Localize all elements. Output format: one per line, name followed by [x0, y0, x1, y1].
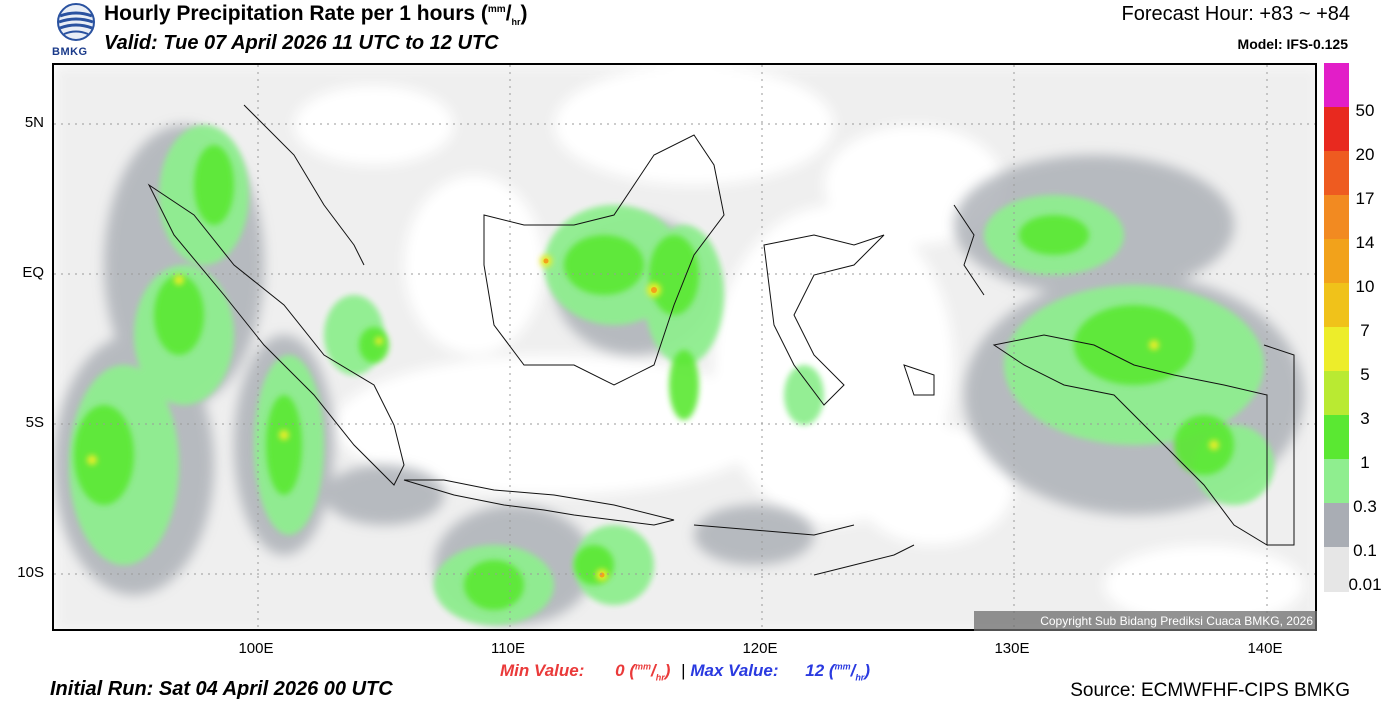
colorbar-label: 0.1 — [1353, 541, 1377, 560]
initial-run: Initial Run: Sat 04 April 2026 00 UTC — [50, 678, 393, 700]
colorbar-segment — [1324, 459, 1349, 504]
min-label: Min Value: — [500, 661, 585, 680]
colorbar-segment — [1324, 503, 1349, 548]
colorbar-label: 50 — [1355, 101, 1375, 120]
colorbar-label: 17 — [1355, 189, 1375, 208]
separator: | — [681, 661, 686, 680]
colorbar-segment — [1324, 63, 1349, 108]
colorbar-segment — [1324, 239, 1349, 284]
colorbar — [1324, 63, 1349, 592]
colorbar-label: 10 — [1355, 277, 1375, 296]
min-max-values: Min Value: 0 (mm/hr) | Max Value: 12 (mm… — [500, 661, 870, 683]
colorbar-segment — [1324, 415, 1349, 460]
map-canvas — [54, 65, 1315, 629]
x-label-130e: 130E — [994, 640, 1030, 657]
colorbar-label: 5 — [1360, 365, 1370, 384]
colorbar-label: 0.3 — [1353, 497, 1377, 516]
x-label-120e: 120E — [742, 640, 778, 657]
colorbar-label: 1 — [1360, 453, 1370, 472]
logo-text: BMKG — [52, 46, 88, 58]
source-text: Source: ECMWFHF-CIPS BMKG — [1070, 680, 1350, 701]
precipitation-map — [52, 63, 1317, 631]
y-label-eq: EQ — [22, 264, 44, 281]
colorbar-segment — [1324, 547, 1349, 592]
y-label-10s: 10S — [17, 564, 44, 581]
valid-time: Valid: Tue 07 April 2026 11 UTC to 12 UT… — [104, 32, 499, 54]
y-label-5s: 5S — [25, 414, 44, 431]
grid-lines — [54, 65, 1315, 629]
y-label-5n: 5N — [24, 114, 44, 131]
precip-green-layer — [74, 145, 1234, 610]
coastlines — [147, 104, 1295, 576]
min-value: 0 — [615, 661, 625, 680]
bmkg-logo — [50, 2, 102, 60]
colorbar-segment — [1324, 283, 1349, 328]
model-name: Model: IFS-0.125 — [1237, 36, 1348, 52]
colorbar-segment — [1324, 151, 1349, 196]
colorbar-segment — [1324, 371, 1349, 416]
copyright-text: Copyright Sub Bidang Prediksi Cuaca BMKG… — [974, 611, 1317, 631]
x-label-140e: 140E — [1247, 640, 1283, 657]
colorbar-segment — [1324, 195, 1349, 240]
forecast-hour: Forecast Hour: +83 ~ +84 — [1121, 3, 1350, 25]
colorbar-label: 7 — [1360, 321, 1370, 340]
colorbar-segment — [1324, 107, 1349, 152]
colorbar-segment — [1324, 327, 1349, 372]
max-value: 12 — [805, 661, 825, 680]
x-label-110e: 110E — [491, 640, 525, 657]
colorbar-label: 14 — [1355, 233, 1375, 252]
colorbar-label: 3 — [1360, 409, 1370, 428]
colorbar-label: 20 — [1355, 145, 1375, 164]
map-title: Hourly Precipitation Rate per 1 hours (m… — [104, 2, 528, 28]
x-label-100e: 100E — [238, 640, 274, 657]
max-label: Max Value: — [690, 661, 779, 680]
colorbar-label: 0.01 — [1348, 575, 1382, 594]
